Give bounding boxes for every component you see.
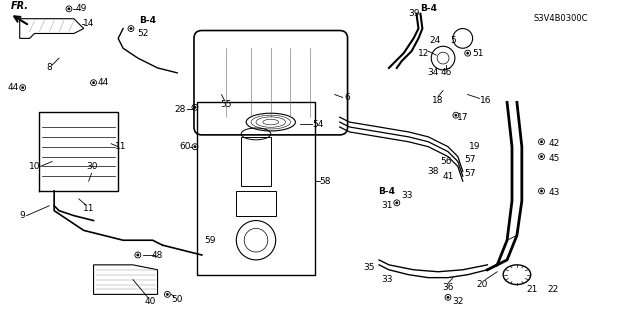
Circle shape [22, 86, 24, 89]
Text: 54: 54 [312, 120, 324, 129]
Text: 55: 55 [221, 100, 232, 109]
Text: 41: 41 [442, 172, 454, 181]
Text: 17: 17 [457, 113, 468, 122]
Text: 18: 18 [433, 96, 444, 105]
Text: 43: 43 [548, 189, 560, 197]
Text: 11: 11 [115, 142, 127, 151]
Text: 60: 60 [179, 142, 191, 151]
Circle shape [540, 141, 543, 143]
Text: 14: 14 [83, 19, 94, 28]
Text: 58: 58 [319, 177, 331, 186]
Text: 24: 24 [429, 36, 441, 45]
Text: B-4: B-4 [139, 16, 156, 25]
Text: 20: 20 [477, 280, 488, 289]
Text: 11: 11 [83, 204, 94, 213]
Bar [236, 191, 276, 216]
Text: 19: 19 [469, 142, 481, 151]
Text: 49: 49 [76, 4, 88, 13]
Text: 31: 31 [381, 201, 393, 210]
Text: 40: 40 [145, 297, 156, 306]
Text: 33: 33 [381, 275, 393, 284]
Text: 59: 59 [204, 236, 216, 245]
Text: 52: 52 [137, 29, 148, 38]
Text: 8: 8 [46, 63, 52, 72]
Text: 33: 33 [401, 191, 412, 200]
Circle shape [194, 106, 196, 108]
Circle shape [68, 8, 70, 10]
Text: 50: 50 [172, 295, 183, 304]
Text: B-4: B-4 [420, 4, 437, 13]
Text: 56: 56 [440, 157, 452, 166]
Text: S3V4B0300C: S3V4B0300C [534, 14, 588, 23]
Text: FR.: FR. [11, 1, 29, 11]
Circle shape [137, 254, 139, 256]
Text: 30: 30 [86, 162, 97, 171]
Text: 57: 57 [464, 155, 476, 164]
Text: 22: 22 [548, 285, 559, 294]
Bar [241, 137, 271, 186]
Text: 28: 28 [175, 105, 186, 114]
Text: 36: 36 [442, 283, 454, 292]
Text: 12: 12 [418, 49, 429, 58]
Text: 38: 38 [428, 167, 439, 176]
Circle shape [396, 202, 398, 204]
Text: 32: 32 [452, 297, 463, 306]
Text: 42: 42 [548, 139, 560, 148]
Text: 9: 9 [20, 211, 26, 220]
Circle shape [540, 155, 543, 158]
Text: B-4: B-4 [378, 187, 396, 196]
Text: 46: 46 [440, 68, 452, 77]
Circle shape [130, 27, 132, 30]
Circle shape [467, 52, 469, 54]
Text: 6: 6 [345, 93, 351, 102]
Circle shape [166, 293, 168, 296]
Text: 48: 48 [152, 250, 163, 259]
Text: 10: 10 [29, 162, 40, 171]
Circle shape [92, 82, 95, 84]
Circle shape [540, 190, 543, 192]
Text: 35: 35 [364, 263, 375, 272]
Circle shape [447, 296, 449, 299]
Text: 39: 39 [408, 9, 419, 18]
Text: 44: 44 [7, 83, 19, 92]
Text: 57: 57 [464, 169, 476, 178]
Text: 34: 34 [428, 68, 439, 77]
Text: 45: 45 [548, 154, 560, 163]
Circle shape [454, 114, 457, 116]
Bar [197, 102, 315, 275]
Text: 21: 21 [526, 285, 538, 294]
Circle shape [194, 145, 196, 148]
Text: 5: 5 [450, 36, 456, 45]
Text: 16: 16 [479, 96, 491, 105]
Text: 44: 44 [98, 78, 109, 87]
Text: 51: 51 [472, 49, 483, 58]
